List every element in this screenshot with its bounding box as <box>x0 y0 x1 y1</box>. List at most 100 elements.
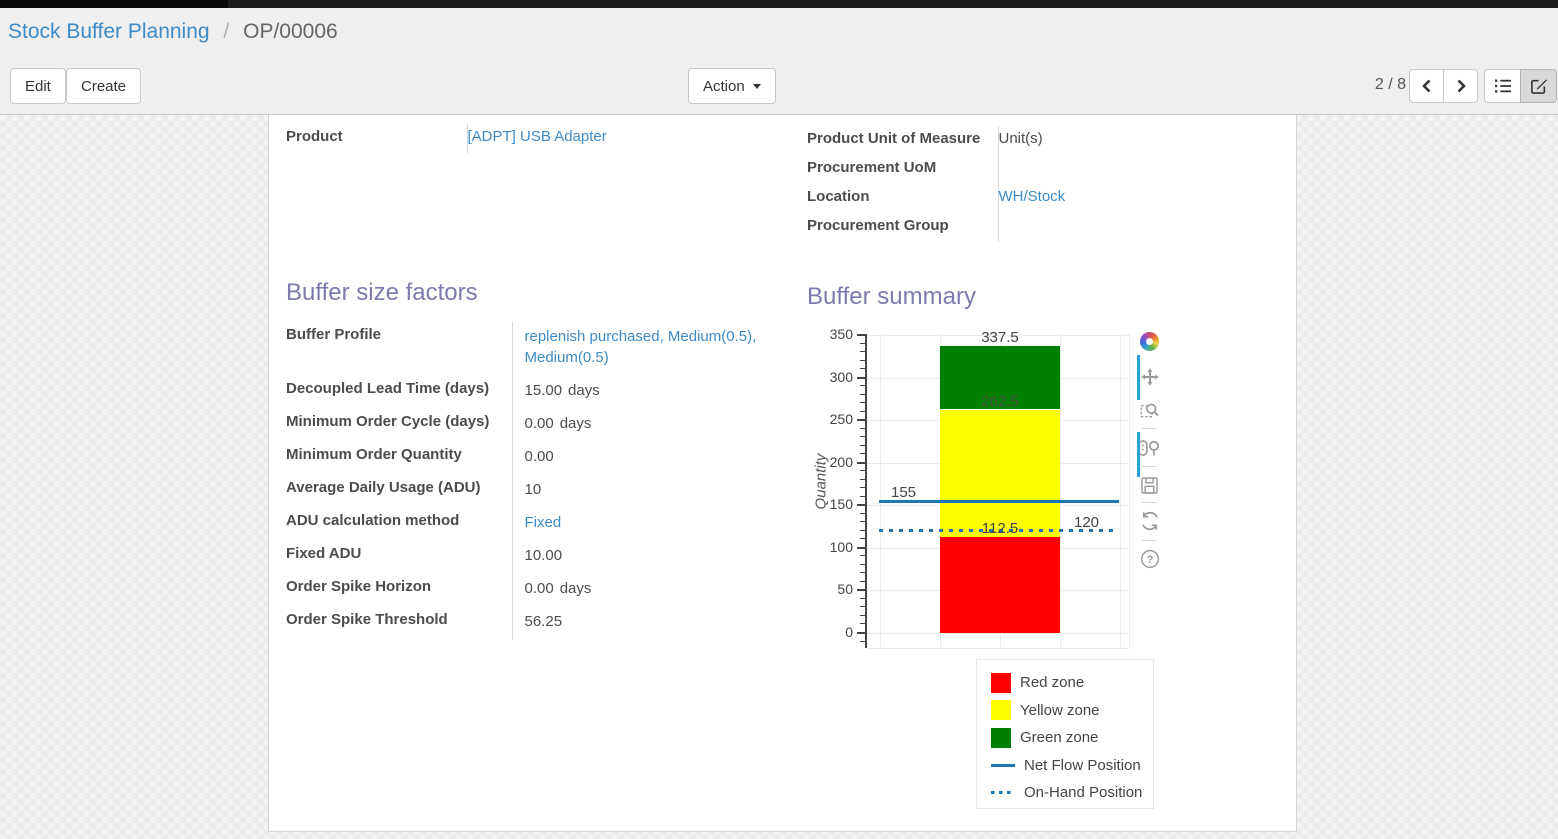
field-row: Location WH/Stock <box>807 184 1283 213</box>
product-info-left-group: Product [ADPT] USB Adapter <box>286 124 787 153</box>
breadcrumb-parent-link[interactable]: Stock Buffer Planning <box>8 20 210 43</box>
legend-item[interactable]: Net Flow Position <box>977 752 1153 780</box>
field-row: Minimum Order Cycle (days) 0.00 days <box>286 409 764 442</box>
pager-previous-button[interactable] <box>1409 69 1444 103</box>
field-label-fixed-adu: Fixed ADU <box>286 545 362 562</box>
v-gridline <box>880 334 881 648</box>
field-label-spike-horizon: Order Spike Horizon <box>286 578 432 595</box>
field-value-spike-horizon: 0.00 <box>524 580 554 597</box>
breadcrumb-current: OP/00006 <box>243 20 338 43</box>
legend-item[interactable]: Red zone <box>977 669 1153 697</box>
field-label-product-uom: Product Unit of Measure <box>807 130 981 147</box>
h-gridline <box>867 590 1129 591</box>
legend-swatch-line <box>991 763 1015 767</box>
y-tick-label: 350 <box>829 326 853 342</box>
y-tick-minor <box>860 597 865 599</box>
form-view-button[interactable] <box>1520 69 1557 103</box>
field-value-procurement-uom <box>997 155 1283 184</box>
plotly-logo-icon[interactable] <box>1140 332 1159 351</box>
h-gridline <box>867 420 1129 421</box>
field-value-product-uom: Unit(s) <box>997 126 1283 155</box>
create-button[interactable]: Create <box>66 68 142 104</box>
y-tick-minor <box>860 606 865 608</box>
field-label-adu-method: ADU calculation method <box>286 512 460 529</box>
control-panel-divider <box>0 114 1558 115</box>
y-tick-minor <box>860 385 865 387</box>
field-row: ADU calculation method Fixed <box>286 508 764 541</box>
field-row: Decoupled Lead Time (days) 15.00 days <box>286 376 764 409</box>
y-tick-label: 150 <box>829 496 853 513</box>
chevron-right-icon <box>1457 79 1466 93</box>
h-gridline <box>867 378 1129 379</box>
field-value-moq: 0.00 <box>511 442 764 475</box>
help-icon[interactable]: ? <box>1140 549 1160 574</box>
field-row: Order Spike Threshold 56.25 <box>286 607 764 640</box>
x-axis-line <box>867 648 1129 649</box>
pager-next-button[interactable] <box>1443 69 1478 103</box>
y-tick-minor <box>860 359 865 361</box>
y-tick-label: 250 <box>829 411 853 428</box>
legend-item[interactable]: Yellow zone <box>977 697 1153 725</box>
field-row: Product [ADPT] USB Adapter <box>286 124 787 153</box>
v-gridline <box>940 334 941 648</box>
field-row: Fixed ADU 10.00 <box>286 541 764 574</box>
y-tick-minor <box>860 572 865 574</box>
y-tick-minor <box>860 402 865 404</box>
y-tick-major <box>857 589 865 592</box>
legend-label: On-Hand Position <box>1024 784 1143 802</box>
toggle-spikelines-icon[interactable] <box>1137 438 1161 463</box>
product-link[interactable]: [ADPT] USB Adapter <box>467 128 607 145</box>
y-tick-label: 50 <box>837 581 853 598</box>
action-dropdown-button[interactable]: Action <box>688 68 776 104</box>
y-tick-minor <box>860 512 865 514</box>
y-tick-minor <box>860 393 865 395</box>
field-label-procurement-uom: Procurement UoM <box>807 159 937 176</box>
zoom-box-icon[interactable] <box>1140 400 1160 425</box>
field-value-adu: 10 <box>511 475 764 508</box>
y-tick-minor <box>860 555 865 557</box>
field-label-procurement-group: Procurement Group <box>807 217 949 234</box>
y-tick-major <box>857 632 865 634</box>
view-switcher <box>1484 69 1557 103</box>
list-view-button[interactable] <box>1484 69 1521 103</box>
y-tick-major <box>857 419 865 422</box>
net-flow-position-line <box>879 499 1119 503</box>
location-link[interactable]: WH/Stock <box>998 188 1066 205</box>
y-axis-line <box>865 334 867 648</box>
legend-swatch-square <box>991 700 1011 721</box>
y-tick-label: 300 <box>829 368 853 385</box>
adu-method-link[interactable]: Fixed <box>524 514 562 531</box>
buffer-summary-title: Buffer summary <box>807 283 976 310</box>
action-label: Action <box>703 77 745 95</box>
pan-icon[interactable] <box>1140 367 1160 392</box>
h-gridline <box>867 463 1129 464</box>
field-suffix-spike-horizon: days <box>559 580 592 597</box>
y-tick-minor <box>860 563 865 565</box>
form-sheet: Product [ADPT] USB Adapter Product Unit … <box>268 115 1297 832</box>
y-tick-minor <box>860 478 865 480</box>
reset-axes-icon[interactable] <box>1140 511 1160 536</box>
y-tick-label: 100 <box>829 538 853 555</box>
y-tick-minor <box>860 368 865 370</box>
v-gridline <box>1060 334 1061 648</box>
field-row: Minimum Order Quantity 0.00 <box>286 442 764 475</box>
legend-item[interactable]: On-Hand Position <box>977 779 1153 807</box>
edit-button[interactable]: Edit <box>10 68 66 104</box>
field-label-moq: Minimum Order Quantity <box>286 446 462 463</box>
field-label-buffer-profile: Buffer Profile <box>286 326 382 343</box>
y-tick-minor <box>860 614 865 616</box>
field-row: Procurement Group <box>807 213 1283 242</box>
y-tick-minor <box>860 453 865 455</box>
chart-annotation: 262.5 <box>981 392 1019 410</box>
h-gridline <box>867 548 1129 549</box>
y-tick-minor <box>860 342 865 344</box>
green-zone-bar <box>940 345 1060 410</box>
save-icon[interactable] <box>1140 476 1159 500</box>
buffer-profile-link[interactable]: replenish purchased, Medium(0.5), Medium… <box>524 328 757 366</box>
chart-annotation: 112.5 <box>981 520 1019 538</box>
field-label-moc: Minimum Order Cycle (days) <box>286 413 490 430</box>
legend-item[interactable]: Green zone <box>977 724 1153 752</box>
field-value-fixed-adu: 10.00 <box>511 541 764 574</box>
y-tick-minor <box>860 538 865 540</box>
chart-annotation: 337.5 <box>981 328 1019 346</box>
